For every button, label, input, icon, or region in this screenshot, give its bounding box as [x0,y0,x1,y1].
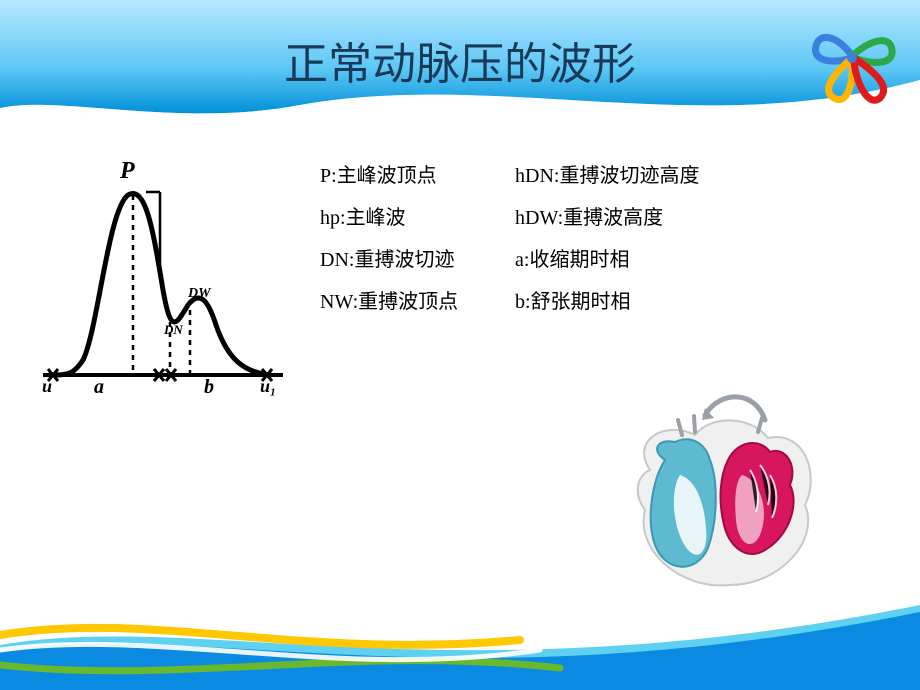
wave-label-dw: DW [188,286,211,302]
wave-label-b: b [204,376,214,399]
legend-key: NW [320,291,353,313]
legend-key: P [320,165,331,187]
legend-val: 重搏波切迹高度 [559,165,699,187]
legend-val: 重搏波顶点 [358,291,458,313]
heart-diagram-icon [610,380,830,600]
legend-row: NW:重搏波顶点 b:舒张期时相 [320,281,699,323]
wave-label-u1: u₁ [260,376,276,397]
clover-logo-icon [802,8,902,108]
waveform-legend: P:主峰波顶点 hDN:重搏波切迹高度 hp:主峰波 hDW:重搏波高度 DN:… [320,155,699,323]
legend-val: 主峰波 [346,207,406,229]
wave-label-p: P [120,158,135,185]
wave-label-u: u [42,376,52,397]
legend-val: 主峰波顶点 [337,165,437,187]
arterial-waveform-diagram: P DW DN u a b u₁ [38,150,288,400]
legend-key: hp [320,207,340,229]
legend-row: hp:主峰波 hDW:重搏波高度 [320,197,699,239]
legend-key: hDW [515,207,558,229]
legend-key: a [515,249,524,271]
legend-val: 重搏波高度 [563,207,663,229]
legend-val: 收缩期时相 [529,249,629,271]
page-title: 正常动脉压的波形 [0,28,920,92]
wave-label-a: a [94,376,104,399]
legend-key: b [515,291,525,313]
legend-row: DN:重搏波切迹 a:收缩期时相 [320,239,699,281]
legend-row: P:主峰波顶点 hDN:重搏波切迹高度 [320,155,699,197]
legend-val: 重搏波切迹 [354,249,454,271]
legend-key: hDN [515,165,554,187]
legend-key: DN [320,249,349,271]
legend-val: 舒张期时相 [531,291,631,313]
wave-label-dn: DN [164,322,183,338]
